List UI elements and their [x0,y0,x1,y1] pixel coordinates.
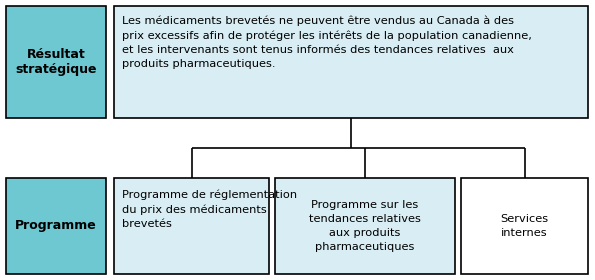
Bar [6,6,106,118]
Text: Programme de réglementation
du prix des médicaments
brevetés: Programme de réglementation du prix des … [122,190,297,229]
Bar [6,178,106,274]
Bar [114,6,588,118]
Bar [275,178,455,274]
Text: Services
internes: Services internes [500,214,549,238]
Bar [461,178,588,274]
Text: Résultat
stratégique: Résultat stratégique [15,48,97,76]
Text: Programme sur les
tendances relatives
aux produits
pharmaceutiques: Programme sur les tendances relatives au… [309,200,421,252]
Text: Programme: Programme [15,220,97,232]
Bar [114,178,269,274]
Text: Les médicaments brevetés ne peuvent être vendus au Canada à des
prix excessifs a: Les médicaments brevetés ne peuvent être… [122,16,532,69]
